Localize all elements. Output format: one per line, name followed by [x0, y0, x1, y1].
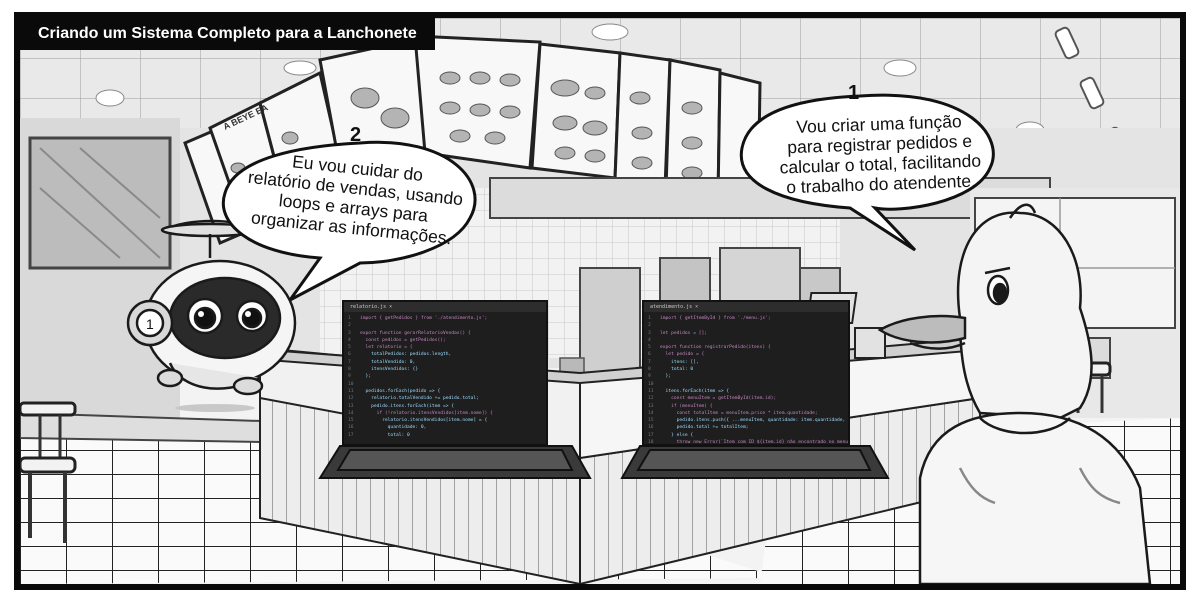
code-line: 2 — [348, 323, 351, 329]
code-line: 17 } else { — [648, 432, 694, 438]
duck-bubble-text: Vou criar uma função para registrar pedi… — [754, 110, 1007, 199]
code-line: 11 itens.forEach(item => { — [648, 388, 730, 394]
code-line: 7 itens: [], — [648, 359, 699, 365]
panel-title: Criando um Sistema Completo para a Lanch… — [20, 18, 435, 50]
code-line: 1 import { getPedidos } from './atendimen… — [348, 316, 488, 321]
code-line: 3 export function gerarRelatorioVendas() … — [348, 330, 471, 336]
laptop-bases — [318, 445, 890, 479]
code-line: 13 if (menuItem) { — [648, 403, 713, 409]
code-line: 13 pedido.itens.forEach(item => { — [348, 403, 455, 409]
code-line: 12 relatorio.totalVendido += pedido.tota… — [348, 396, 479, 402]
robot-bubble-number: 2 — [350, 124, 362, 146]
restaurant-background: A BEYE EA — [20, 18, 1180, 584]
right-editor-tab[interactable]: atendimento.js × — [644, 302, 848, 312]
duck-character — [877, 203, 1152, 584]
duck-speech-bubble — [739, 93, 995, 252]
code-line: 12 const menuItem = getItemById(item.id)… — [648, 396, 777, 402]
code-line: 17 total: 0 — [348, 432, 410, 438]
robot-speech-bubble — [221, 140, 477, 302]
code-line: 4 — [648, 337, 651, 343]
code-line: 5 let relatorio = { — [348, 345, 413, 351]
left-editor-tab[interactable]: relatorio.js × — [344, 302, 546, 312]
left-code-editor: 1 import { getPedidos } from './atendimen… — [344, 312, 546, 442]
code-line: 8 total: 0 — [648, 367, 694, 373]
speech-bubbles — [221, 93, 995, 302]
code-line: 4 const pedidos = getPedidos(); — [348, 337, 446, 343]
code-line: 14 if (!relatorio.itensVendidos[item.nom… — [348, 410, 493, 416]
code-line: 16 pedido.total += totalItem; — [648, 425, 749, 431]
code-line: 7 totalVendido: 0, — [348, 359, 416, 365]
code-line: 10 — [648, 381, 654, 387]
code-line: 2 — [648, 323, 651, 329]
right-code-editor: 1 import { getItemById } from './menu.js'… — [644, 312, 850, 446]
code-line: 11 pedidos.forEach(pedido => { — [348, 388, 441, 394]
right-laptop-screen: atendimento.js × 1 import { getItemById }… — [642, 300, 850, 446]
code-line: 5 export function registrarPedido(itens) … — [648, 345, 771, 351]
code-line: 15 relatorio.itensVendidos[item.nome] = … — [348, 418, 488, 424]
left-laptop-screen: relatorio.js × 1 import { getPedidos } fr… — [342, 300, 548, 446]
code-line: 6 totalPedidos: pedidos.length, — [348, 352, 452, 358]
duck-bubble-number: 1 — [848, 82, 860, 104]
code-line: 3 let pedidos = []; — [648, 330, 708, 336]
code-line: 15 pedido.itens.push({ ...menuItem, quan… — [648, 418, 846, 424]
code-line: 9 }; — [648, 374, 672, 380]
code-line: 9 }; — [348, 374, 372, 380]
code-line: 6 let pedido = { — [648, 352, 705, 358]
code-line: 10 — [348, 381, 354, 387]
code-line: 8 itensVendidos: {} — [348, 367, 419, 373]
code-line: 16 quantidade: 0, — [348, 425, 427, 431]
robot-character: 1 — [126, 219, 297, 412]
code-line: 14 const totalItem = menuItem.price * it… — [648, 410, 818, 416]
comic-panel: A BEYE EA — [14, 12, 1186, 590]
svg-text:1: 1 — [146, 316, 154, 332]
code-line: 18 throw new Error(`Item com ID ${item.i… — [648, 440, 850, 446]
code-line: 1 import { getItemById } from './menu.js'… — [648, 316, 771, 321]
